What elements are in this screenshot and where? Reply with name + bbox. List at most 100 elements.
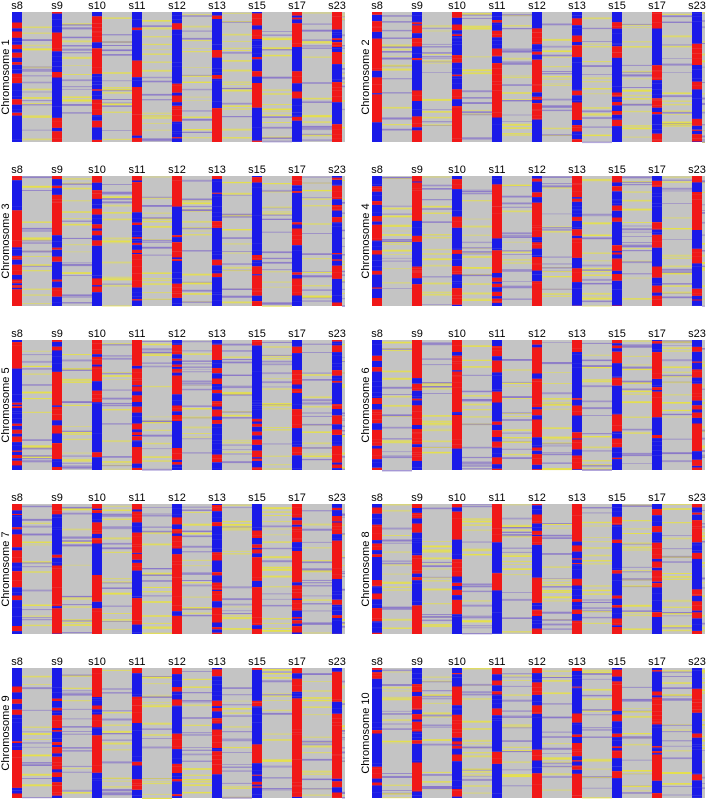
texture-line bbox=[302, 43, 332, 44]
genotype-segment bbox=[652, 266, 662, 273]
genotype-segment bbox=[652, 600, 662, 607]
genotype-segment bbox=[612, 737, 622, 741]
genotype-segment bbox=[92, 543, 102, 570]
genotype-segment bbox=[452, 340, 462, 346]
texture-line bbox=[542, 452, 572, 454]
genotype-segment bbox=[492, 12, 502, 17]
genotype-segment bbox=[132, 562, 142, 567]
genotype-segment bbox=[532, 96, 542, 99]
texture-line bbox=[182, 382, 212, 384]
genotype-segment bbox=[212, 468, 222, 470]
texture-line bbox=[222, 21, 252, 23]
genotype-segment bbox=[92, 700, 102, 706]
texture-line bbox=[142, 117, 172, 119]
genotype-segment bbox=[332, 38, 342, 40]
genotype-segment bbox=[212, 406, 222, 410]
genotype-segment bbox=[292, 626, 302, 633]
genotype-segment bbox=[212, 292, 222, 295]
genotype-segment bbox=[452, 227, 462, 249]
genotype-segment bbox=[452, 271, 462, 274]
texture-line bbox=[502, 114, 532, 116]
texture-line bbox=[102, 89, 132, 92]
texture-line bbox=[302, 431, 332, 433]
texture-line bbox=[142, 696, 172, 698]
genotype-segment bbox=[92, 727, 102, 729]
texture-line bbox=[462, 600, 492, 602]
genotype-segment bbox=[172, 421, 182, 448]
genotype-segment bbox=[172, 85, 182, 93]
genotype-segment bbox=[212, 378, 222, 385]
genotype-segment bbox=[372, 184, 382, 187]
genotype-segment bbox=[212, 567, 222, 573]
texture-line bbox=[342, 420, 345, 421]
texture-line bbox=[142, 139, 172, 142]
texture-line bbox=[542, 295, 572, 297]
genotype-segment bbox=[212, 368, 222, 374]
genotype-segment bbox=[532, 267, 542, 271]
texture-line bbox=[462, 251, 492, 253]
genotype-segment bbox=[12, 743, 22, 747]
texture-line bbox=[302, 690, 332, 692]
genotype-segment bbox=[612, 524, 622, 527]
genotype-segment bbox=[172, 758, 182, 764]
genotype-segment bbox=[372, 13, 382, 15]
genotype-segment bbox=[612, 740, 622, 747]
texture-line bbox=[662, 561, 692, 563]
genotype-segment bbox=[332, 176, 342, 178]
genotype-segment bbox=[12, 112, 22, 116]
genotype-segment bbox=[12, 787, 22, 791]
genotype-segment bbox=[132, 212, 142, 219]
genotype-segment bbox=[212, 386, 222, 390]
texture-line bbox=[102, 112, 132, 113]
genotype-segment bbox=[572, 125, 582, 128]
genotype-segment bbox=[292, 384, 302, 389]
genotype-segment bbox=[532, 416, 542, 420]
genotype-segment bbox=[572, 504, 582, 510]
genotype-segment bbox=[652, 397, 662, 416]
texture-line bbox=[22, 360, 52, 363]
texture-line bbox=[422, 680, 452, 682]
texture-line bbox=[702, 66, 705, 68]
chromosome-label: Chromosome 7 bbox=[0, 531, 12, 606]
texture-line bbox=[262, 126, 292, 128]
texture-line bbox=[222, 527, 252, 529]
texture-line bbox=[702, 577, 705, 580]
texture-line bbox=[302, 603, 332, 605]
texture-line bbox=[462, 792, 492, 794]
genotype-segment bbox=[12, 49, 22, 53]
genotype-segment bbox=[252, 83, 262, 108]
genotype-segment bbox=[212, 107, 222, 108]
genotype-segment bbox=[172, 105, 182, 108]
genotype-segment bbox=[532, 176, 542, 179]
genotype-segment bbox=[292, 393, 302, 405]
genotype-segment bbox=[572, 439, 582, 443]
genotype-segment bbox=[652, 292, 662, 296]
genotype-segment bbox=[492, 298, 502, 302]
genotype-segment bbox=[12, 547, 22, 551]
genotype-segment bbox=[412, 444, 422, 448]
texture-line bbox=[542, 398, 572, 400]
genotype-segment bbox=[172, 261, 182, 273]
texture-line bbox=[342, 83, 345, 84]
genotype-segment bbox=[492, 572, 502, 574]
genotype-segment bbox=[652, 691, 662, 696]
genotype-segment bbox=[412, 53, 422, 58]
column-label: s11 bbox=[489, 164, 506, 176]
genotype-segment bbox=[612, 198, 622, 200]
texture-line bbox=[222, 707, 252, 710]
genotype-segment bbox=[372, 687, 382, 689]
genotype-segment bbox=[132, 538, 142, 545]
texture-line bbox=[422, 724, 452, 727]
texture-line bbox=[102, 628, 132, 630]
texture-line bbox=[182, 791, 212, 794]
genotype-segment bbox=[692, 362, 702, 370]
genotype-segment bbox=[692, 459, 702, 463]
texture-line bbox=[662, 35, 692, 38]
genotype-segment bbox=[52, 792, 62, 795]
texture-line bbox=[182, 784, 212, 786]
texture-line bbox=[22, 439, 52, 441]
texture-line bbox=[662, 347, 692, 349]
genotype-segment bbox=[532, 624, 542, 629]
column-label: s12 bbox=[528, 164, 546, 176]
genotype-segment bbox=[612, 26, 622, 29]
